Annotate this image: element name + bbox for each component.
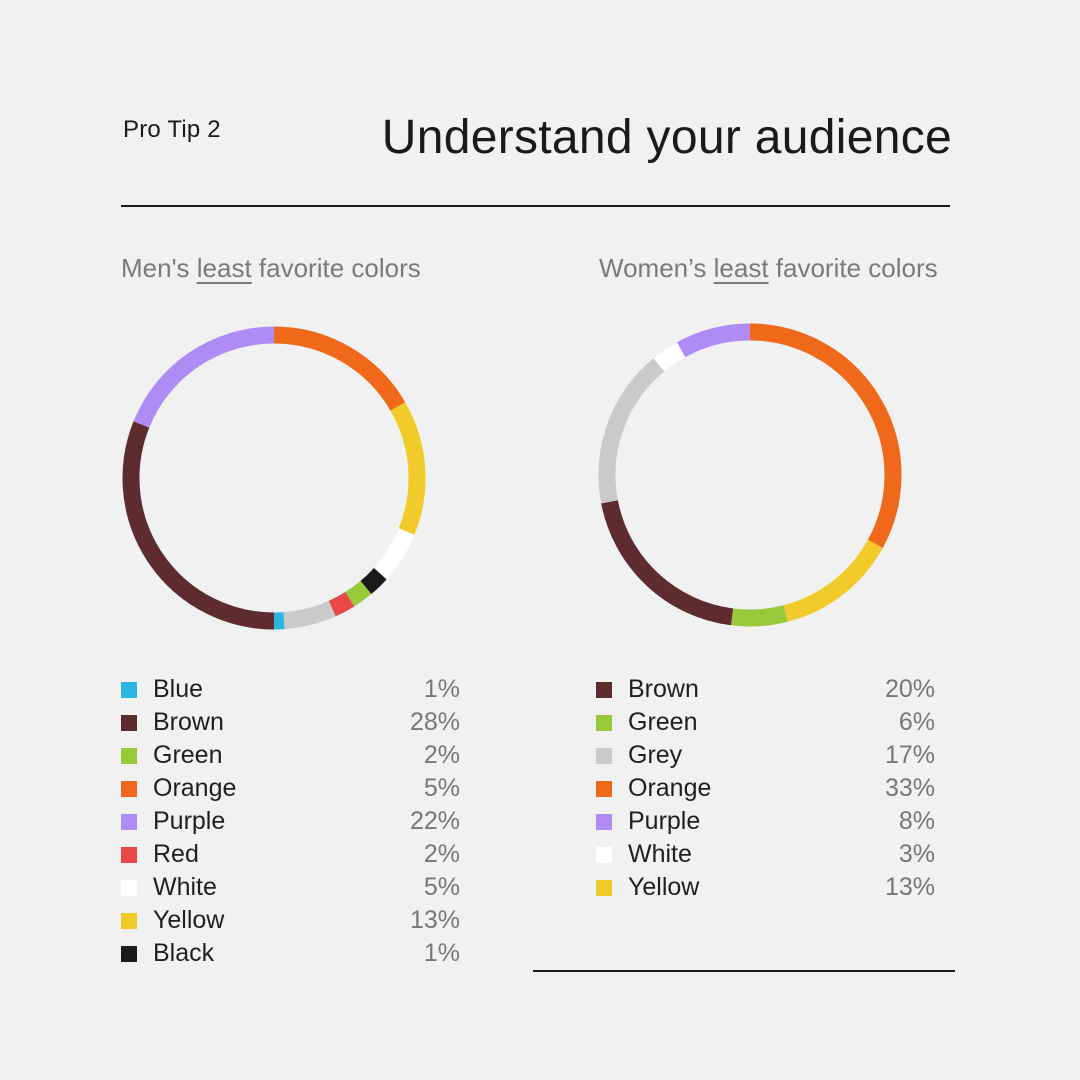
men-legend-value: 2% [423,840,460,868]
men-legend-value: 5% [423,774,460,802]
women-legend-value: 17% [884,741,935,769]
men-legend-swatch-purple [121,813,137,830]
men-donut-segment-brown [122,421,275,630]
women-legend-item-white: White 3% [596,838,935,871]
men-chart-title: Men's least favorite colors [121,253,421,284]
women-legend-label: Green [628,708,698,736]
men-legend-label: White [153,873,217,901]
men-legend-label: Blue [153,675,204,703]
men-legend-label: Red [153,840,199,868]
women-legend-swatch-white [596,846,612,863]
women-legend-swatch-green [596,714,612,731]
women-legend-value: 8% [898,807,935,835]
men-legend-value: 28% [409,708,460,736]
men-donut-segment-grey [283,600,336,630]
women-legend-value: 6% [898,708,935,736]
women-legend-swatch-yellow [596,879,612,896]
women-title-part-3: favorite colors [768,253,938,283]
women-chart-title: Women’s least favorite colors [599,253,938,284]
men-title-emphasis: least [196,253,252,283]
women-legend-item-purple: Purple 8% [596,805,935,838]
men-legend-value: 13% [409,906,460,934]
women-legend-swatch-brown [596,681,612,698]
women-title-emphasis: least [713,253,769,283]
men-legend-swatch-yellow [121,912,137,929]
men-title-part-1: Men's [121,253,197,283]
women-legend-item-green: Green 6% [596,706,935,739]
women-legend-label: Purple [628,807,701,835]
men-legend-item-black: Black 1% [121,937,460,970]
men-legend: Blue 1% Brown 28% Green 2% Orange 5% Purple 22% Re… [121,673,460,970]
men-legend-label: Orange [153,774,237,802]
men-legend-swatch-white [121,879,137,896]
men-legend-swatch-green [121,747,137,764]
top-divider [121,205,950,207]
women-legend-swatch-purple [596,813,612,830]
men-legend-swatch-brown [121,714,137,731]
men-donut-chart [122,326,426,630]
men-legend-swatch-orange [121,780,137,797]
men-legend-value: 1% [423,939,460,967]
women-legend-item-brown: Brown 20% [596,673,935,706]
men-title-part-3: favorite colors [251,253,421,283]
page-title: Understand your audience [381,111,952,164]
bottom-divider [533,970,955,972]
women-donut-segment-yellow [783,539,883,622]
men-donut-segment-purple [133,326,275,428]
men-legend-label: Green [153,741,223,769]
men-legend-item-red: Red 2% [121,838,460,871]
women-legend-item-grey: Grey 17% [596,739,935,772]
women-legend-value: 20% [884,675,935,703]
women-donut-segment-white [653,342,686,372]
men-donut-segment-black [360,567,387,595]
men-legend-value: 5% [423,873,460,901]
women-legend-label: Brown [628,675,699,703]
men-legend-item-purple: Purple 22% [121,805,460,838]
women-donut-segment-brown [601,500,734,626]
women-legend-swatch-grey [596,747,612,764]
men-donut-segment-white [373,528,415,580]
women-donut-segment-green [731,605,788,627]
men-legend-label: Purple [153,807,226,835]
men-legend-swatch-black [121,945,137,962]
women-legend-item-orange: Orange 33% [596,772,935,805]
men-legend-item-green: Green 2% [121,739,460,772]
women-donut-segment-purple [677,323,751,358]
men-donut-segment-red [328,591,355,617]
men-legend-swatch-red [121,846,137,863]
men-legend-label: Yellow [153,906,225,934]
women-donut-chart [598,323,902,627]
men-legend-item-brown: Brown 28% [121,706,460,739]
men-legend-value: 1% [423,675,460,703]
men-legend-label: Black [153,939,215,967]
women-legend: Brown 20% Green 6% Grey 17% Orange 33% Purple 8% W… [596,673,935,904]
women-donut-segment-orange [749,323,902,548]
women-legend-label: Grey [628,741,683,769]
men-legend-item-yellow: Yellow 13% [121,904,460,937]
women-legend-swatch-orange [596,780,612,797]
men-donut-segment-yellow [390,402,426,535]
men-legend-item-blue: Blue 1% [121,673,460,706]
women-legend-label: White [628,840,692,868]
women-legend-value: 13% [884,873,935,901]
men-donut-segment-green [345,580,372,607]
men-legend-label: Brown [153,708,224,736]
men-legend-item-orange: Orange 5% [121,772,460,805]
women-legend-label: Yellow [628,873,700,901]
women-donut-segment-grey [598,358,665,504]
women-legend-label: Orange [628,774,712,802]
men-donut-segment-orange [273,326,406,411]
men-legend-value: 22% [409,807,460,835]
men-legend-value: 2% [423,741,460,769]
men-legend-swatch-blue [121,681,137,698]
women-title-part-1: Women’s [599,253,714,283]
women-legend-value: 3% [898,840,935,868]
women-legend-value: 33% [884,774,935,802]
pro-tip-label: Pro Tip 2 [123,116,221,143]
men-legend-item-white: White 5% [121,871,460,904]
women-legend-item-yellow: Yellow 13% [596,871,935,904]
